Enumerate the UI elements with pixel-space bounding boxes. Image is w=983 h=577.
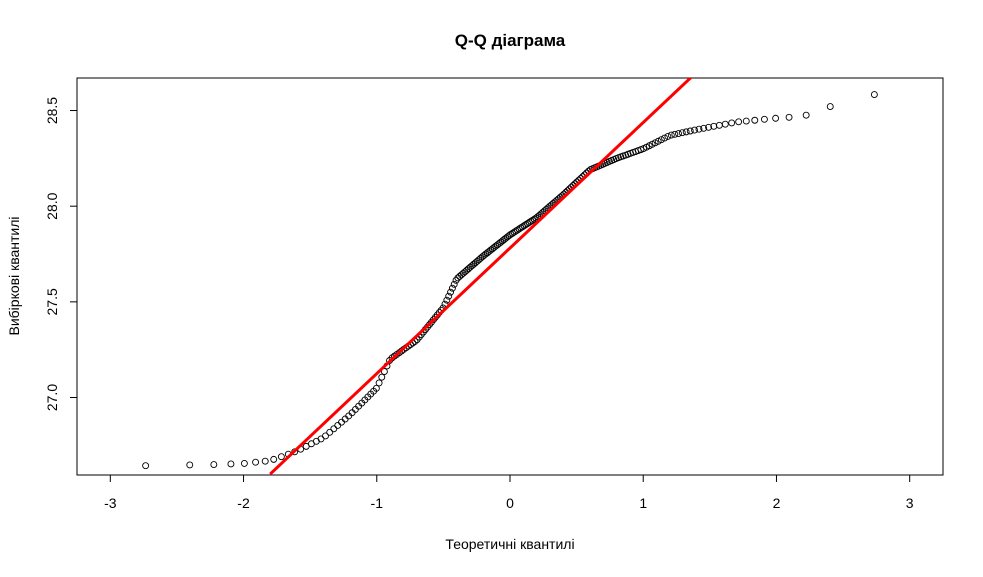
qq-point (715, 121, 723, 129)
qq-point (227, 460, 235, 468)
qq-point (721, 120, 729, 128)
qq-point (210, 461, 218, 468)
qq-point (519, 223, 526, 231)
qq-point (870, 91, 878, 98)
qq-point (441, 300, 449, 308)
qq-point (742, 117, 750, 125)
y-tick-label: 27.5 (44, 288, 60, 315)
qq-point (700, 124, 708, 132)
qq-point (524, 220, 532, 227)
qq-point (695, 125, 703, 133)
qq-point (270, 455, 278, 463)
qq-point (691, 126, 698, 134)
qq-point (664, 132, 672, 140)
x-tick-label: 0 (506, 495, 514, 511)
qq-point (826, 103, 834, 110)
qq-point (338, 418, 345, 426)
qq-point (760, 115, 768, 123)
qq-point (348, 409, 356, 417)
qq-point (661, 134, 669, 142)
qq-point (378, 373, 386, 381)
qq-point (529, 216, 537, 224)
x-tick-label: 1 (639, 495, 647, 511)
qq-point (372, 384, 380, 392)
qq-point (522, 221, 530, 229)
qq-point (686, 127, 694, 135)
qq-point (429, 316, 437, 324)
qq-point (678, 129, 686, 137)
qq-point (675, 130, 682, 137)
qq-point (443, 296, 451, 304)
qq-point (447, 288, 454, 296)
qq-point (428, 318, 435, 326)
qq-point (527, 217, 535, 225)
x-tick-label: -2 (237, 495, 250, 511)
qq-point (705, 123, 713, 131)
qq-point (751, 116, 759, 124)
x-tick-label: 2 (773, 495, 781, 511)
y-tick-label: 27.0 (44, 384, 60, 411)
qq-point (515, 225, 523, 233)
qq-point (657, 136, 665, 144)
qq-point (520, 222, 528, 230)
x-axis-label: Теоретичні квантилі (445, 536, 574, 552)
qq-point (277, 453, 285, 461)
qq-point (728, 119, 736, 127)
qq-point (450, 280, 458, 288)
x-tick-label: 3 (906, 495, 914, 511)
x-tick-label: -3 (104, 495, 117, 511)
qq-point (375, 379, 383, 387)
y-tick-label: 28.0 (44, 192, 60, 219)
qq-point (517, 224, 525, 232)
y-axis-label: Вибіркові квантилі (6, 216, 22, 335)
qq-point (380, 368, 388, 375)
y-axis: 27.0 27.5 28.0 28.5 (44, 97, 78, 411)
plot-area-frame (76, 77, 944, 476)
qq-point (334, 421, 342, 429)
qq-point (448, 284, 456, 292)
qq-point (772, 114, 780, 122)
qq-point (671, 130, 679, 138)
qq-point (682, 128, 690, 136)
qq-point (240, 459, 248, 467)
reference-line (269, 78, 693, 475)
y-tick-label: 28.5 (44, 97, 60, 124)
sample-points (142, 91, 878, 470)
qq-point (186, 461, 194, 469)
qq-point (326, 428, 334, 436)
qq-point (261, 457, 269, 465)
qq-point (317, 435, 325, 443)
qq-point (252, 458, 260, 466)
qq-point (525, 218, 533, 226)
qq-point (785, 113, 793, 121)
qq-point (445, 292, 453, 300)
qq-point (330, 425, 338, 433)
x-axis: -3 -2 -1 0 1 2 3 (104, 474, 914, 511)
qq-point (667, 131, 675, 139)
qq-point (735, 118, 743, 126)
qq-point (142, 462, 150, 470)
qq-point (802, 111, 810, 119)
qq-point (322, 432, 329, 440)
x-tick-label: -1 (371, 495, 384, 511)
chart-title: Q-Q діаграма (455, 31, 566, 50)
